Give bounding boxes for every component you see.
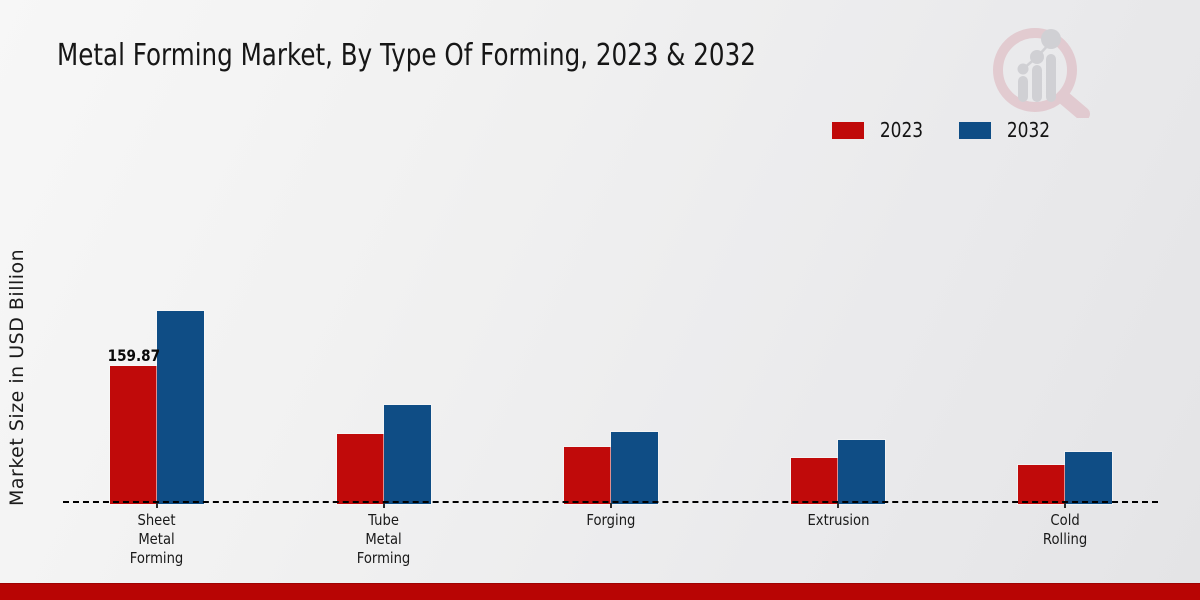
legend-swatch-2032: [958, 121, 991, 139]
legend-entry-2032: 2032: [958, 118, 1054, 142]
bar-2032-extrusion: [838, 440, 885, 504]
x-axis-baseline: [63, 501, 1158, 503]
x-axis-tick-forging: [610, 503, 612, 508]
footer-accent-bar: [0, 583, 1200, 600]
bar-2023-extrusion: [791, 458, 838, 504]
x-axis-tick-extrusion: [837, 503, 839, 508]
magnifier-chart-logo-icon: [993, 28, 1090, 121]
legend-label-2023: 2023: [879, 118, 924, 142]
legend-swatch-2023: [832, 121, 864, 139]
x-axis-tick-cold-rolling: [1064, 503, 1066, 508]
bar-2023-sheet-metal-forming: [110, 366, 157, 504]
bar-2032-cold-rolling: [1065, 452, 1112, 504]
bar-value-label-2023-0: 159.87: [107, 346, 160, 365]
page-title: Metal Forming Market, By Type Of Forming…: [57, 38, 909, 73]
x-axis-label-tube-metal-forming: Tube Metal Forming: [357, 511, 411, 567]
legend-label-2032: 2032: [1006, 118, 1050, 142]
chart-title-text: Metal Forming Market, By Type Of Forming…: [57, 38, 756, 73]
bar-2023-cold-rolling: [1018, 465, 1065, 504]
bar-2023-forging: [564, 447, 611, 504]
x-axis-tick-tube-metal-forming: [383, 503, 385, 508]
x-axis-label-cold-rolling: Cold Rolling: [1042, 511, 1088, 548]
x-axis-label-forging: Forging: [586, 511, 636, 529]
bar-2023-tube-metal-forming: [337, 434, 384, 504]
market-research-future-logo: [985, 20, 1099, 121]
bar-2032-sheet-metal-forming: [157, 311, 204, 504]
x-axis-tick-sheet-metal-forming: [156, 503, 158, 508]
y-axis-label: Market Size in USD Billion: [6, 248, 28, 506]
legend-entry-2023: 2023: [832, 118, 927, 142]
x-axis-label-sheet-metal-forming: Sheet Metal Forming: [130, 511, 184, 567]
bar-2032-forging: [611, 432, 658, 504]
legend: 2023 2032: [832, 118, 1072, 142]
x-axis-label-extrusion: Extrusion: [807, 511, 869, 529]
bar-2032-tube-metal-forming: [384, 405, 431, 504]
